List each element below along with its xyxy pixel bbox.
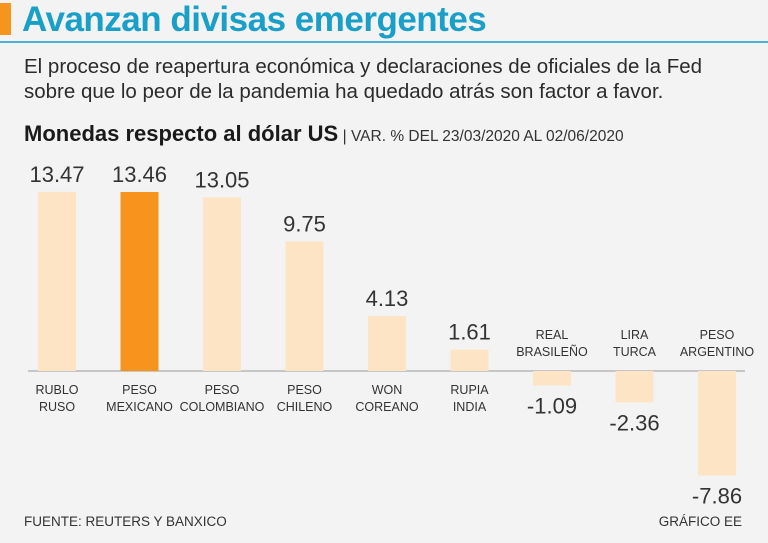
bar	[120, 191, 159, 371]
category-label: ARGENTINO	[680, 345, 755, 359]
page-title: Avanzan divisas emergentes	[22, 0, 487, 39]
chart-title: Monedas respecto al dólar US	[24, 121, 339, 146]
value-label: 13.47	[29, 162, 84, 187]
chart-heading: Monedas respecto al dólar US | VAR. % DE…	[24, 121, 624, 147]
bar	[615, 371, 654, 403]
title-divider	[0, 41, 768, 43]
value-label: 13.05	[194, 167, 249, 192]
category-label: RUBLO	[35, 383, 78, 397]
category-label: RUSO	[39, 400, 75, 414]
page-subtitle: El proceso de reapertura económica y dec…	[24, 55, 703, 103]
chart-date-range: | VAR. % DEL 23/03/2020 AL 02/06/2020	[342, 128, 624, 145]
bar	[368, 316, 406, 371]
value-label: -2.36	[609, 410, 659, 435]
category-label: TURCA	[613, 345, 657, 359]
bar	[285, 241, 324, 371]
value-label: 1.61	[448, 320, 491, 345]
category-label: WON	[372, 383, 403, 397]
value-label: 13.46	[112, 162, 167, 187]
bar	[698, 371, 736, 476]
bar	[533, 371, 571, 386]
bar	[38, 191, 76, 371]
category-label: PESO	[287, 383, 322, 397]
bar	[203, 197, 241, 371]
value-label: -7.86	[692, 484, 742, 509]
title-accent-bar	[0, 3, 11, 35]
category-label: COREANO	[355, 400, 418, 414]
value-label: 4.13	[366, 286, 409, 311]
bar	[450, 349, 489, 371]
source-note: FUENTE: REUTERS Y BANXICO	[24, 514, 227, 529]
category-label: BRASILEÑO	[516, 345, 588, 359]
category-label: RUPIA	[450, 383, 489, 397]
category-label: LIRA	[621, 328, 649, 342]
category-label: PESO	[205, 383, 240, 397]
category-label: CHILENO	[277, 400, 333, 414]
category-label: PESO	[122, 383, 157, 397]
category-label: INDIA	[453, 400, 487, 414]
value-label: 9.75	[283, 211, 326, 236]
category-label: COLOMBIANO	[180, 400, 265, 414]
category-label: MEXICANO	[106, 400, 173, 414]
graphic-credit: GRÁFICO EE	[658, 514, 742, 529]
category-label: REAL	[536, 328, 569, 342]
value-label: -1.09	[527, 393, 577, 418]
category-label: PESO	[700, 328, 735, 342]
